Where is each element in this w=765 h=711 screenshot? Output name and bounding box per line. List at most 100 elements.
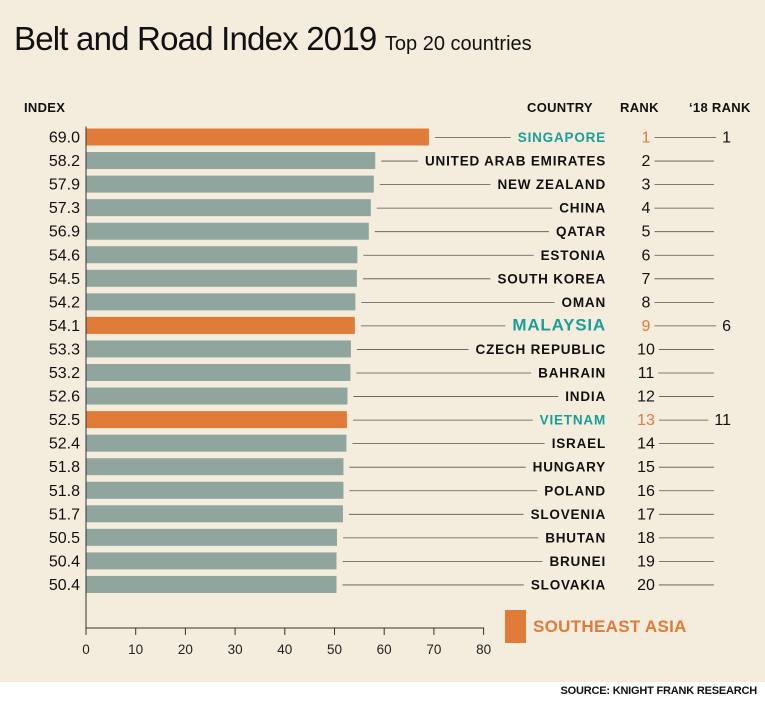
header-rank-2018: ‘18 RANK <box>689 100 751 115</box>
rank-label: 10 <box>637 341 655 358</box>
x-tick-label: 30 <box>228 642 243 657</box>
header-country: COUNTRY <box>527 100 593 115</box>
bar <box>86 340 351 358</box>
x-tick-label: 40 <box>277 642 292 657</box>
rank-label: 7 <box>642 271 651 288</box>
country-label: SOUTH KOREA <box>497 271 606 286</box>
bar <box>86 411 347 429</box>
rank-label: 4 <box>642 200 651 217</box>
x-tick-label: 80 <box>476 642 491 657</box>
index-label: 57.3 <box>49 200 80 217</box>
index-label: 54.6 <box>49 247 80 264</box>
footer-band <box>0 682 765 711</box>
legend-label: SOUTHEAST ASIA <box>533 617 687 636</box>
country-label: BAHRAIN <box>538 366 606 381</box>
country-label: BHUTAN <box>545 530 606 545</box>
country-label: MALAYSIA <box>512 315 606 334</box>
rank-label: 19 <box>637 553 655 570</box>
bar <box>86 458 344 476</box>
index-label: 51.8 <box>49 459 80 476</box>
x-tick-label: 50 <box>327 642 342 657</box>
index-label: 51.8 <box>49 483 80 500</box>
source-note: SOURCE: KNIGHT FRANK RESEARCH <box>560 685 758 697</box>
rank-2018-label: 6 <box>722 318 731 335</box>
x-tick-label: 10 <box>128 642 143 657</box>
rank-label: 20 <box>637 577 655 594</box>
country-label: POLAND <box>544 483 606 498</box>
legend-swatch <box>505 610 526 643</box>
bar <box>86 552 337 570</box>
title-main: Belt and Road Index 2019 <box>14 20 377 57</box>
country-label: UNITED ARAB EMIRATES <box>425 154 606 169</box>
bar <box>86 387 348 405</box>
x-tick-label: 20 <box>178 642 193 657</box>
index-label: 52.5 <box>49 412 80 429</box>
chart-title: Belt and Road Index 2019 Top 20 countrie… <box>14 20 532 58</box>
bar <box>86 175 374 193</box>
rank-label: 15 <box>637 459 655 476</box>
country-label: HUNGARY <box>533 460 606 475</box>
country-label: ISRAEL <box>552 436 606 451</box>
bar <box>86 222 369 240</box>
x-tick-label: 70 <box>426 642 441 657</box>
x-tick-label: 0 <box>82 642 90 657</box>
rank-label: 6 <box>642 247 651 264</box>
rank-label: 13 <box>637 412 655 429</box>
country-label: VIETNAM <box>540 413 606 428</box>
rank-label: 11 <box>638 365 655 382</box>
bar <box>86 528 337 546</box>
rank-label: 3 <box>642 177 651 194</box>
rank-label: 14 <box>637 436 655 453</box>
country-label: SINGAPORE <box>518 130 606 145</box>
bar-chart: 69.0 SINGAPORE 1 158.2 UNITED ARAB EMIRATES 2… <box>49 126 731 657</box>
index-label: 53.3 <box>49 341 80 358</box>
rank-2018-label: 11 <box>714 412 731 429</box>
country-label: ESTONIA <box>541 248 606 263</box>
index-label: 54.1 <box>49 318 80 335</box>
rank-label: 17 <box>637 506 655 523</box>
rank-label: 16 <box>637 483 655 500</box>
country-label: BRUNEI <box>549 554 606 569</box>
bar <box>86 434 347 452</box>
rank-label: 9 <box>642 318 651 335</box>
x-tick-label: 60 <box>377 642 392 657</box>
title-subtitle: Top 20 countries <box>384 33 532 55</box>
bar <box>86 364 351 381</box>
index-label: 52.6 <box>49 389 80 406</box>
country-label: NEW ZEALAND <box>497 177 606 192</box>
index-label: 58.2 <box>49 153 80 170</box>
header-index: INDEX <box>24 100 66 115</box>
index-label: 53.2 <box>49 365 80 382</box>
country-label: CZECH REPUBLIC <box>476 342 606 357</box>
index-label: 54.2 <box>49 294 80 311</box>
bar <box>86 199 371 217</box>
rank-label: 8 <box>642 294 651 311</box>
bar <box>86 575 337 593</box>
index-label: 56.9 <box>49 224 80 241</box>
index-label: 50.4 <box>49 553 80 570</box>
bar <box>86 246 358 264</box>
index-label: 50.4 <box>49 577 80 594</box>
index-label: 51.7 <box>49 506 80 523</box>
bar <box>86 293 356 311</box>
index-label: 54.5 <box>49 271 80 288</box>
bar <box>86 269 357 287</box>
country-label: INDIA <box>565 389 606 404</box>
rank-label: 2 <box>642 153 651 170</box>
country-label: CHINA <box>559 201 606 216</box>
index-label: 69.0 <box>49 130 80 147</box>
country-label: OMAN <box>562 295 606 310</box>
rank-label: 1 <box>642 130 651 147</box>
rank-label: 12 <box>637 389 655 406</box>
bar <box>86 128 429 146</box>
country-label: SLOVAKIA <box>531 577 606 592</box>
rank-label: 5 <box>642 224 651 241</box>
rank-2018-label: 1 <box>722 130 731 147</box>
country-label: QATAR <box>556 224 606 239</box>
bar <box>86 505 343 523</box>
bar <box>86 481 344 499</box>
index-label: 57.9 <box>49 177 80 194</box>
bar <box>86 152 376 170</box>
index-label: 52.4 <box>49 436 80 453</box>
bar <box>86 316 355 334</box>
